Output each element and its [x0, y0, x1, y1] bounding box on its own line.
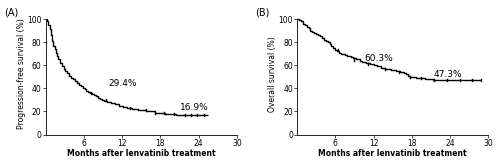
Y-axis label: Progression-free survival (%): Progression-free survival (%) [16, 18, 26, 129]
X-axis label: Months after lenvatinib treatment: Months after lenvatinib treatment [318, 149, 467, 158]
Text: (B): (B) [255, 7, 270, 17]
Text: (A): (A) [4, 7, 18, 17]
Text: 47.3%: 47.3% [434, 70, 462, 79]
X-axis label: Months after lenvatinib treatment: Months after lenvatinib treatment [67, 149, 216, 158]
Text: 29.4%: 29.4% [108, 79, 136, 88]
Y-axis label: Overall survival (%): Overall survival (%) [268, 36, 277, 112]
Text: 60.3%: 60.3% [364, 54, 392, 63]
Text: 16.9%: 16.9% [180, 103, 208, 113]
